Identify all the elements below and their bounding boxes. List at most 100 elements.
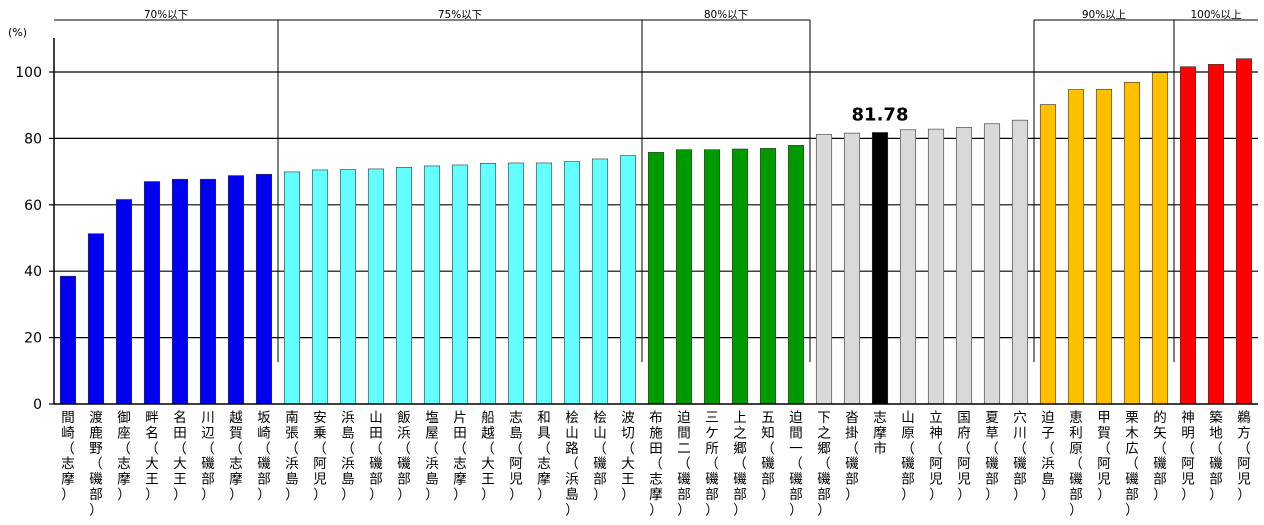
bar (423, 165, 441, 405)
bar (451, 164, 469, 405)
bar (1039, 104, 1057, 405)
x-tick-label: 安乗（阿児） (313, 410, 327, 503)
group-brackets: 70%以下 75%以下 80%以下 90%以上 100%以上 (54, 9, 1258, 362)
bar (227, 175, 245, 405)
x-tick-label: 南張（浜島） (285, 410, 299, 503)
x-tick-label: 夏草（磯部） (985, 410, 999, 503)
bars (59, 58, 1253, 405)
bar (507, 162, 525, 405)
bar (367, 168, 385, 405)
group-label: 75%以下 (438, 9, 482, 21)
x-tick-label: 畔名（大王） (145, 410, 159, 503)
group-label: 70%以下 (144, 9, 188, 21)
x-tick-label: 築地（磯部） (1209, 410, 1223, 503)
group-label: 80%以下 (704, 9, 748, 21)
x-tick-label: 船越（大王） (481, 410, 495, 503)
bar (731, 148, 749, 405)
x-tick-label: 坂崎（磯部） (257, 410, 271, 503)
y-tick-label: 60 (24, 198, 42, 214)
x-tick-label: 桧山（磯部） (593, 410, 607, 503)
x-tick-label: 志摩市 (873, 410, 887, 457)
x-tick-label: 下之郷（磯部） (817, 410, 831, 518)
bar (339, 169, 357, 405)
bar (647, 152, 665, 405)
y-tick-label: 0 (33, 397, 42, 413)
x-tick-label: 迫間一（磯部） (789, 410, 803, 518)
x-tick-label: 甲賀（阿児） (1097, 410, 1111, 503)
y-tick-label: 80 (24, 131, 42, 147)
bar (59, 275, 77, 405)
y-axis-unit-label: (%) (8, 26, 27, 39)
bar (1067, 89, 1085, 405)
x-tick-label: 鵜方（阿児） (1237, 410, 1251, 503)
x-tick-label: 布施田（志摩） (649, 410, 663, 518)
x-tick-label: 塩屋（浜島） (425, 410, 439, 503)
bar (535, 162, 553, 405)
bar (591, 158, 609, 405)
x-tick-label: 志島（阿児） (509, 410, 523, 503)
bar (283, 171, 301, 405)
bar (983, 123, 1001, 405)
bar (759, 148, 777, 405)
x-tick-label: 越賀（志摩） (229, 410, 243, 503)
x-tick-label: 恵利原（磯部） (1069, 410, 1083, 518)
x-tick-label: 間崎（志摩） (61, 410, 75, 503)
x-tick-label: 浜島（浜島） (341, 410, 355, 503)
bar (1011, 119, 1029, 405)
x-tick-label: 波切（大王） (621, 410, 635, 503)
x-tick-label: 三ケ所（磯部） (705, 410, 719, 518)
bar (619, 155, 637, 405)
y-tick-label: 40 (24, 264, 42, 280)
bar (1235, 58, 1253, 405)
x-tick-label: 栗木広（磯部） (1125, 410, 1139, 518)
bar (171, 178, 189, 405)
x-tick-label: 片田（志摩） (453, 410, 467, 503)
x-tick-label: 国府（阿児） (957, 410, 971, 503)
bar (675, 149, 693, 405)
x-tick-label: 川辺（磯部） (201, 410, 215, 503)
group-label: 100%以上 (1190, 9, 1241, 21)
x-tick-label: 迫子（浜島） (1041, 410, 1055, 503)
bar (87, 233, 105, 405)
x-tick-label: 五知（磯部） (761, 410, 775, 503)
x-tick-label: 名田（大王） (173, 410, 187, 503)
bar (479, 163, 497, 405)
x-tick-label: 神明（阿児） (1181, 410, 1195, 503)
bar (899, 129, 917, 405)
bar (1151, 72, 1169, 405)
x-tick-labels: 間崎（志摩） 渡鹿野（磯部） 御座（志摩） 畔名（大王） 名田（大王） 川辺（磯部） 越賀（… (61, 410, 1251, 518)
y-tick-label: 20 (24, 331, 42, 347)
bar (115, 199, 133, 405)
x-tick-label: 和具（志摩） (537, 410, 551, 503)
x-tick-label: 御座（志摩） (117, 410, 131, 503)
bar (563, 161, 581, 405)
y-tick-labels: 0 20 40 60 80 100 (15, 65, 42, 413)
bar (311, 169, 329, 405)
axes (49, 38, 1258, 405)
highlight-value-label: 81.78 (852, 104, 909, 125)
y-tick-label: 100 (15, 65, 42, 81)
bar (703, 149, 721, 405)
bar (787, 145, 805, 405)
x-tick-label: 山原（磯部） (901, 410, 915, 503)
bar (199, 178, 217, 405)
bar (843, 132, 861, 405)
x-tick-label: 沓掛（磯部） (845, 410, 859, 503)
bar (955, 127, 973, 405)
x-tick-label: 桧山路（浜島） (565, 410, 579, 518)
bar (1179, 66, 1197, 405)
bar (1095, 88, 1113, 405)
bar (395, 166, 413, 405)
group-label: 90%以上 (1082, 9, 1126, 21)
bar (255, 173, 273, 405)
bar (1123, 81, 1141, 405)
x-tick-label: 立神（阿児） (929, 410, 943, 503)
bar (927, 128, 945, 405)
bar (815, 134, 833, 405)
x-tick-label: 山田（磯部） (369, 410, 383, 503)
bar (1207, 64, 1225, 405)
bar (143, 181, 161, 405)
x-tick-label: 的矢（磯部） (1153, 410, 1167, 503)
x-tick-label: 渡鹿野（磯部） (89, 410, 103, 518)
